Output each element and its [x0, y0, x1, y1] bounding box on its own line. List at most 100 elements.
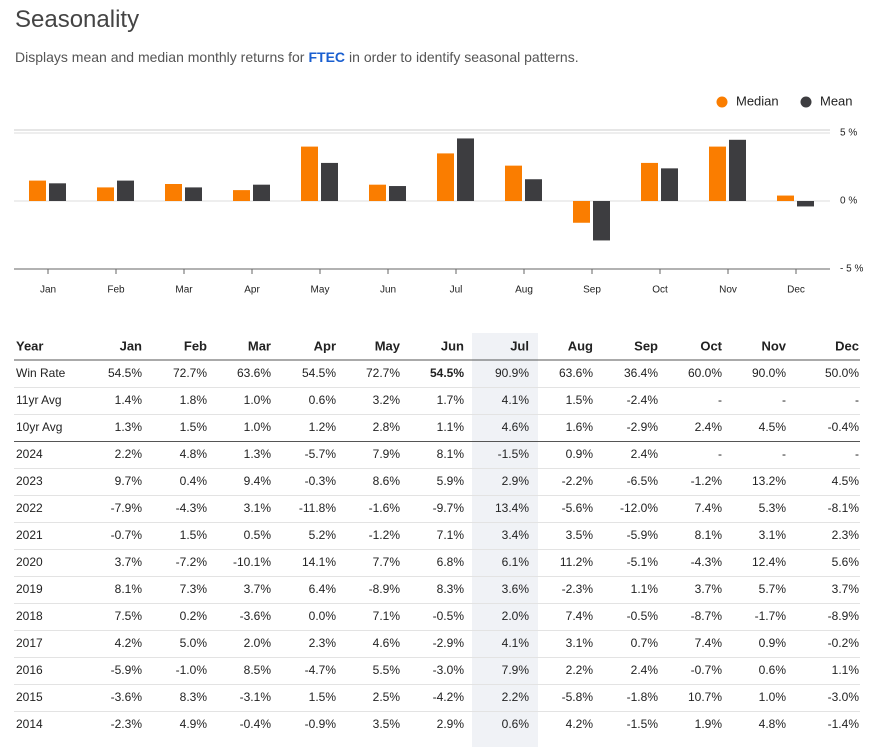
table-cell: 2.9% — [437, 717, 465, 731]
table-cell: -5.9% — [111, 663, 143, 677]
table-cell: 1.9% — [695, 717, 723, 731]
column-header: Aug — [568, 338, 593, 353]
table-cell: -5.7% — [305, 447, 337, 461]
legend-swatch — [716, 96, 728, 108]
table-cell: -8.1% — [828, 501, 860, 515]
bar — [389, 186, 406, 201]
table-cell: 2.4% — [631, 447, 659, 461]
legend-swatch — [800, 96, 812, 108]
table-cell: -3.6% — [111, 690, 143, 704]
table-cell: 1.5% — [180, 420, 208, 434]
highlight-column — [472, 333, 538, 747]
column-header: Oct — [700, 338, 722, 353]
table-cell: -10.1% — [233, 555, 271, 569]
table-cell: 63.6% — [237, 366, 271, 380]
row-label: 2015 — [16, 690, 43, 704]
bar — [301, 146, 318, 201]
column-header: Jan — [120, 338, 142, 353]
table-cell: 1.5% — [180, 528, 208, 542]
table-cell: 4.6% — [373, 636, 401, 650]
table-cell: -9.7% — [433, 501, 465, 515]
row-label: 11yr Avg — [16, 393, 62, 407]
table-cell: -1.5% — [498, 447, 530, 461]
bar — [797, 201, 814, 207]
table-cell: 72.7% — [173, 366, 207, 380]
bar — [777, 195, 794, 201]
table-cell: 7.3% — [180, 582, 208, 596]
x-tick-label: Feb — [107, 285, 125, 296]
table-cell: 3.7% — [244, 582, 272, 596]
column-header: Mar — [248, 338, 271, 353]
table-cell: 9.7% — [115, 474, 143, 488]
column-header: Apr — [314, 338, 336, 353]
bar — [641, 162, 658, 201]
table-cell: 14.1% — [302, 555, 336, 569]
bar — [369, 184, 386, 201]
table-cell: 5.9% — [437, 474, 465, 488]
bar — [29, 180, 46, 201]
table-cell: 13.4% — [495, 501, 529, 515]
table-cell: 7.5% — [115, 609, 143, 623]
table-cell: 3.5% — [373, 717, 401, 731]
table-cell: 8.6% — [373, 474, 401, 488]
subtitle-text: Displays mean and median monthly returns… — [15, 49, 305, 65]
row-label: 2020 — [16, 555, 43, 569]
table-cell: 0.7% — [631, 636, 659, 650]
table-cell: 2.2% — [566, 663, 594, 677]
title: Seasonality — [15, 6, 140, 33]
table-cell: -0.5% — [433, 609, 465, 623]
table-cell: 3.1% — [244, 501, 272, 515]
table-cell: -7.9% — [111, 501, 143, 515]
table-cell: -1.5% — [627, 717, 659, 731]
bar — [457, 138, 474, 201]
row-label: 2023 — [16, 474, 43, 488]
table-cell: 7.4% — [695, 636, 723, 650]
table-cell: 2.8% — [373, 420, 401, 434]
y-tick-label: 5 % — [840, 128, 857, 139]
table-cell: 2.0% — [502, 609, 530, 623]
table-cell: -4.3% — [176, 501, 208, 515]
table-cell: 3.1% — [566, 636, 594, 650]
table-cell: -2.3% — [111, 717, 143, 731]
row-label: Win Rate — [16, 366, 66, 380]
table-cell: -5.1% — [627, 555, 659, 569]
x-tick-label: Apr — [244, 285, 260, 296]
row-label: 2021 — [16, 528, 43, 542]
table-cell: - — [782, 393, 786, 407]
table-cell: 4.2% — [566, 717, 594, 731]
table-cell: -1.6% — [369, 501, 401, 515]
bar — [117, 180, 134, 201]
table-cell: -5.9% — [627, 528, 659, 542]
table-cell: -3.0% — [433, 663, 465, 677]
table-cell: 5.6% — [832, 555, 860, 569]
ticker-link[interactable]: FTEC — [308, 49, 346, 65]
x-tick-label: May — [311, 285, 330, 296]
header: Seasonality Displays mean and median mon… — [15, 6, 579, 65]
bar — [709, 146, 726, 201]
table-cell: 3.4% — [502, 528, 530, 542]
table-cell: 54.5% — [430, 366, 464, 380]
y-tick-label: - 5 % — [840, 264, 863, 275]
column-header: Jun — [441, 338, 464, 353]
bar — [525, 179, 542, 201]
table-cell: 72.7% — [366, 366, 400, 380]
table-cell: 0.2% — [180, 609, 208, 623]
x-tick-label: Jul — [450, 285, 463, 296]
table-cell: 5.7% — [759, 582, 787, 596]
table-cell: 8.1% — [437, 447, 465, 461]
table-cell: 7.7% — [373, 555, 401, 569]
table-cell: 2.2% — [502, 690, 530, 704]
column-header: Nov — [761, 338, 786, 353]
table-cell: 1.0% — [244, 393, 272, 407]
x-tick-label: Oct — [652, 285, 668, 296]
table-cell: 1.0% — [759, 690, 787, 704]
table-cell: 4.1% — [502, 393, 530, 407]
table-cell: - — [855, 393, 859, 407]
table-cell: -2.9% — [627, 420, 659, 434]
row-label: 2014 — [16, 717, 43, 731]
table-cell: 2.9% — [502, 474, 530, 488]
table-cell: -3.6% — [240, 609, 272, 623]
table-cell: -7.2% — [176, 555, 208, 569]
column-header: Dec — [835, 338, 859, 353]
x-tick-label: Nov — [719, 285, 737, 296]
